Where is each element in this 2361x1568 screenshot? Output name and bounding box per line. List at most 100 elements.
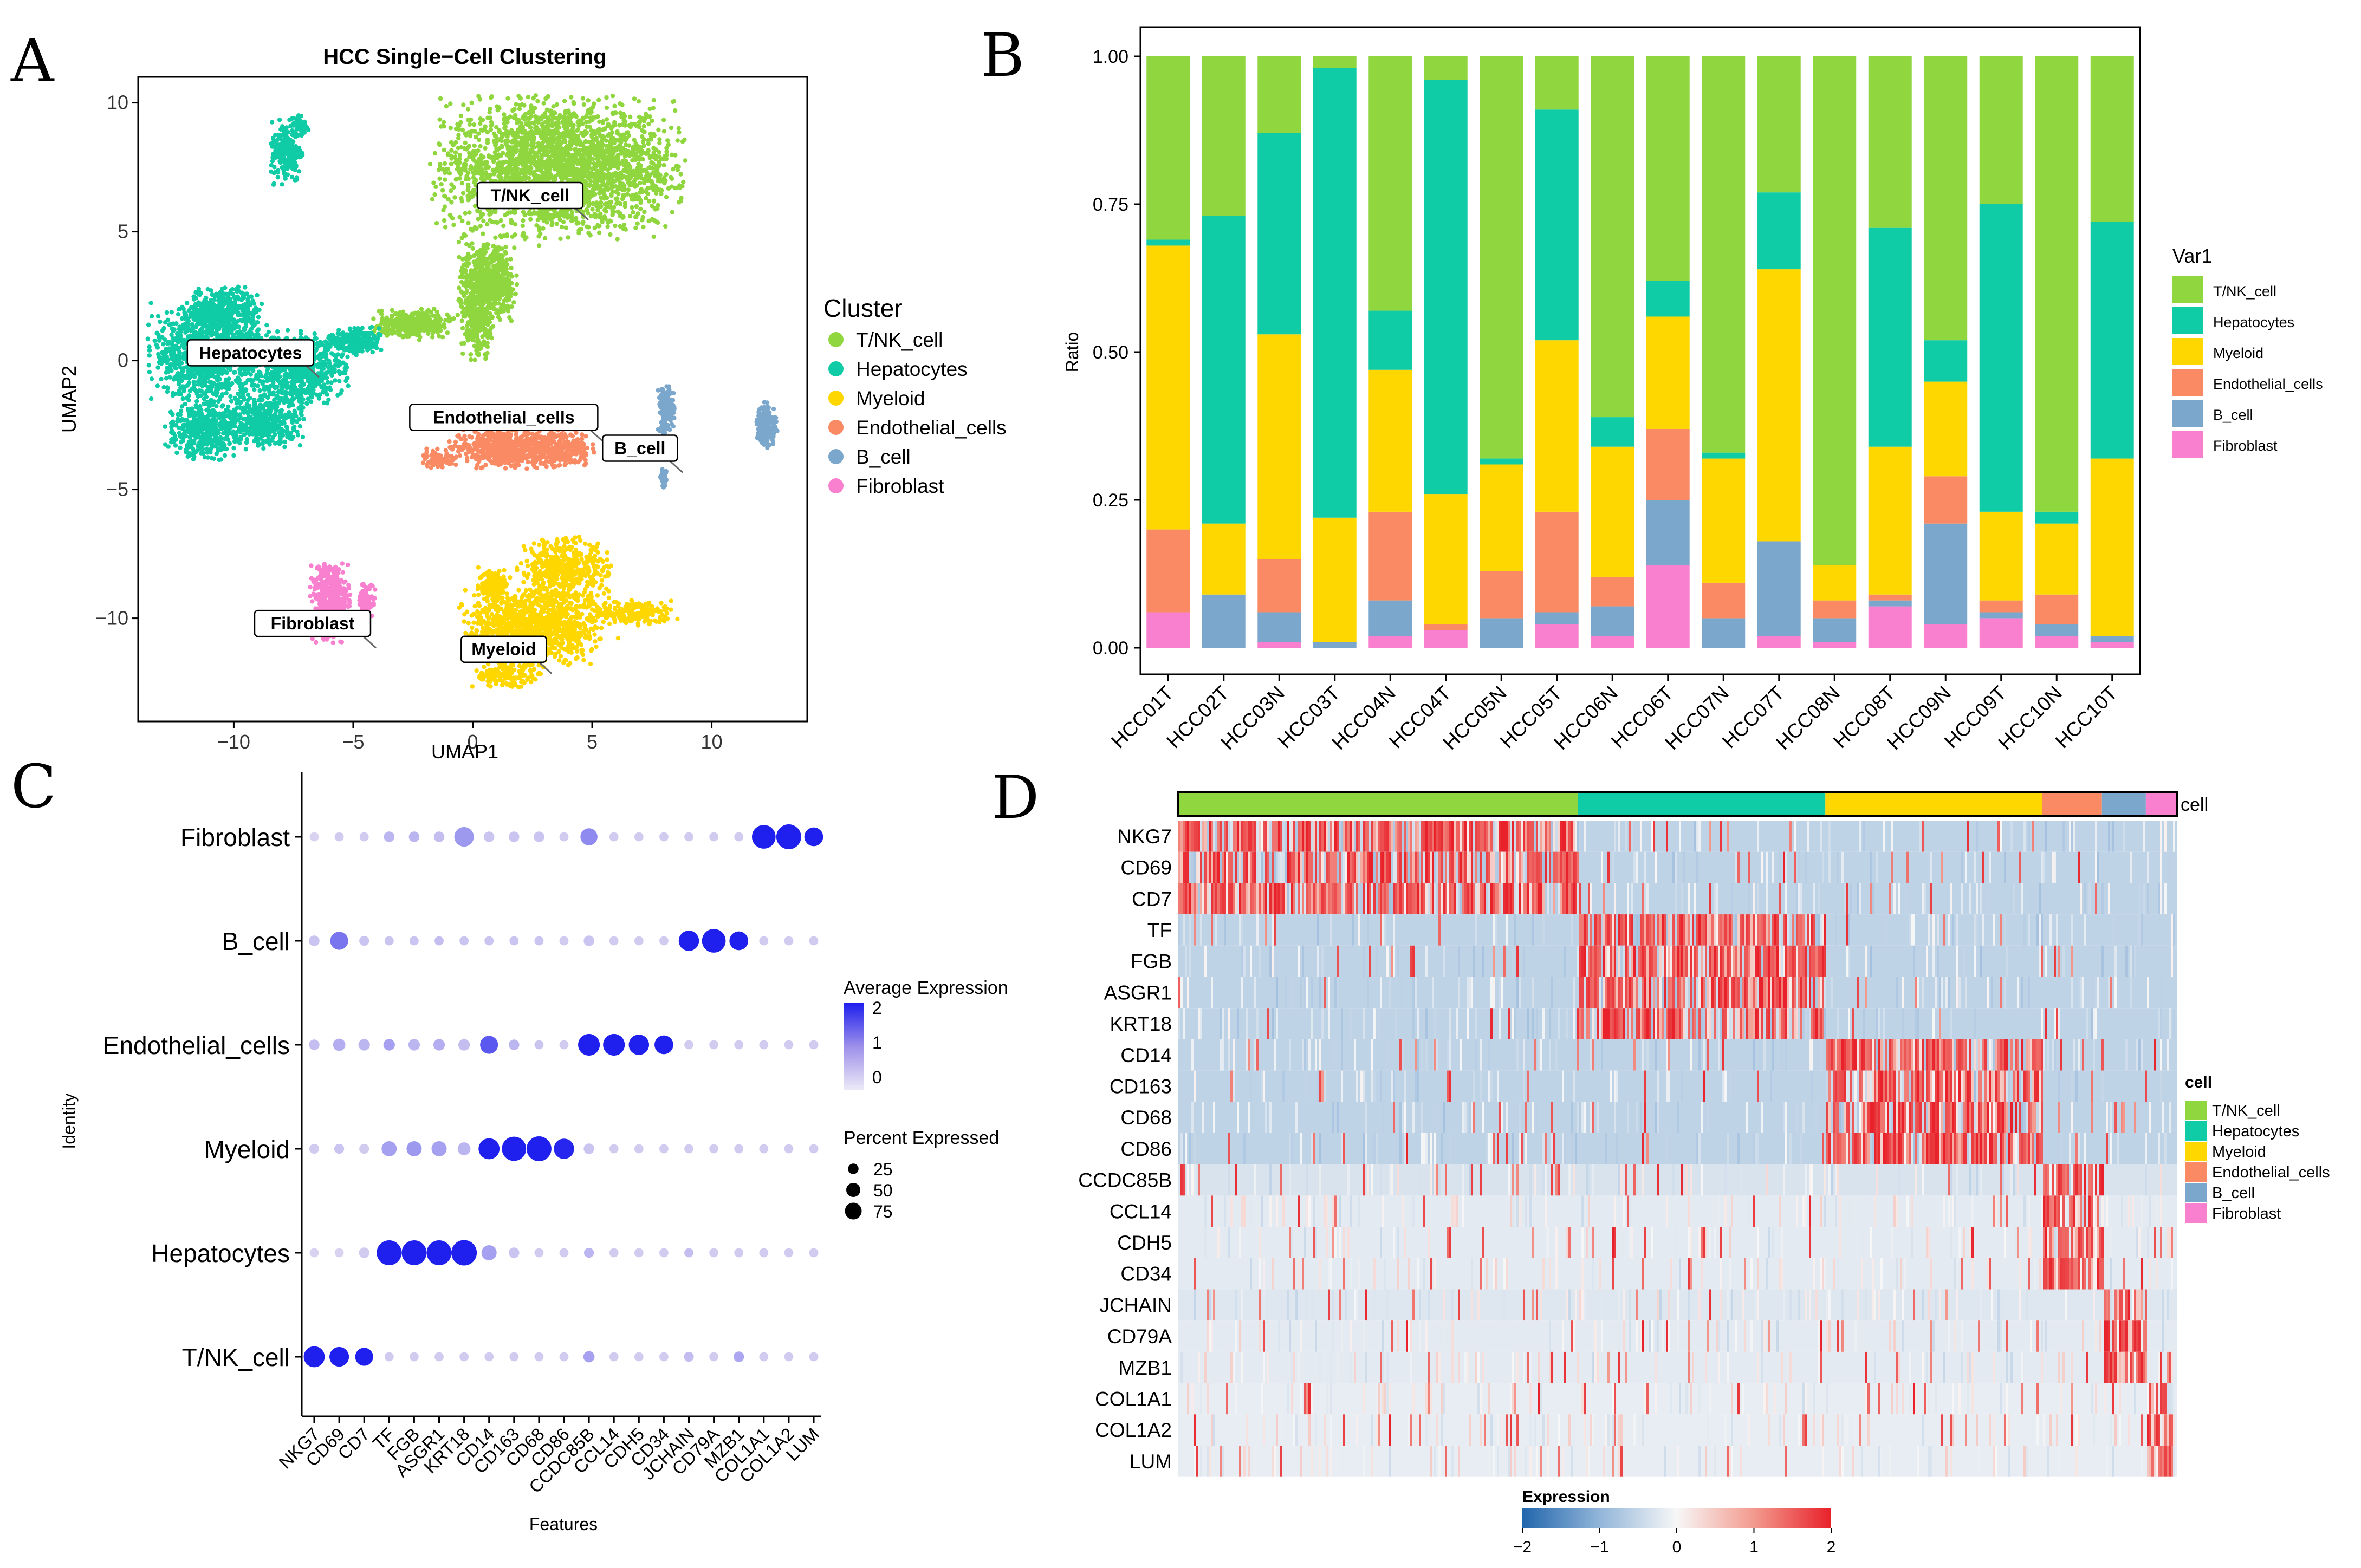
umap-point (524, 146, 529, 151)
umap-point (621, 158, 627, 163)
umap-point (533, 172, 538, 177)
umap-point (436, 167, 442, 172)
umap-point (442, 147, 446, 153)
umap-point (471, 328, 476, 333)
umap-point (601, 127, 606, 132)
umap-point (496, 291, 502, 296)
umap-point (158, 356, 163, 361)
umap-point (472, 334, 477, 339)
umap-point (536, 120, 541, 125)
umap-point (621, 223, 627, 227)
umap-point (467, 305, 472, 311)
umap-point (490, 324, 496, 329)
umap-point (475, 250, 479, 255)
umap-point (498, 153, 503, 159)
umap-point (563, 109, 568, 114)
umap-point (656, 174, 661, 179)
umap-point (449, 140, 454, 145)
umap-point (634, 175, 639, 180)
umap-point (494, 125, 499, 130)
umap-point (573, 217, 579, 222)
umap-point (259, 301, 264, 307)
umap-point (180, 396, 185, 401)
umap-point (580, 96, 586, 101)
umap-point (550, 213, 555, 218)
umap-point (465, 187, 470, 193)
umap-point (453, 160, 458, 165)
umap-point (536, 243, 542, 248)
umap-point (532, 145, 537, 150)
umap-point (436, 141, 442, 146)
umap-point (537, 210, 542, 214)
umap-point (614, 201, 619, 206)
umap-point (517, 106, 522, 112)
umap-point (549, 223, 554, 227)
umap-point (527, 210, 532, 214)
umap-point (566, 170, 571, 175)
umap-point (606, 220, 611, 225)
umap-point (443, 225, 448, 230)
umap-point (196, 331, 201, 336)
umap-point (588, 233, 593, 238)
umap-point (181, 356, 186, 361)
umap-point (601, 172, 607, 177)
umap-point (622, 204, 628, 209)
umap-point (541, 218, 546, 223)
umap-point (566, 151, 571, 156)
umap-point (470, 188, 476, 193)
umap-point (646, 121, 651, 127)
umap-point (472, 272, 477, 277)
umap-point (463, 140, 468, 145)
umap-point (677, 200, 682, 205)
umap-point (437, 176, 442, 181)
umap-point (518, 96, 523, 101)
umap-point (608, 232, 613, 237)
umap-point (382, 326, 387, 331)
umap-point (600, 154, 605, 159)
umap-point (518, 127, 523, 133)
umap-point (432, 151, 438, 156)
umap-point (228, 394, 233, 399)
umap-point (495, 108, 500, 113)
umap-point (431, 313, 436, 318)
umap-point (484, 163, 489, 168)
umap-point (533, 93, 538, 98)
umap-point (571, 131, 576, 136)
umap-point (491, 244, 496, 249)
umap-point (238, 384, 243, 389)
umap-point (433, 184, 438, 190)
umap-point (206, 326, 211, 331)
umap-point (478, 224, 483, 229)
umap-point (481, 172, 486, 177)
umap-point (425, 328, 431, 333)
umap-point (473, 284, 478, 289)
umap-point (602, 202, 608, 207)
umap-point (531, 135, 536, 140)
umap-title: HCC Single−Cell Clustering (323, 45, 606, 69)
umap-point (586, 175, 591, 180)
umap-point (184, 313, 189, 317)
umap-point (484, 265, 490, 271)
umap-point (630, 205, 634, 210)
umap-point (179, 316, 185, 321)
umap-point (609, 177, 615, 182)
umap-point (602, 163, 607, 168)
umap-point (430, 330, 436, 335)
umap-point (491, 275, 496, 280)
umap-point (509, 274, 515, 279)
umap-point (585, 190, 590, 195)
umap-point (579, 121, 584, 126)
umap-point (207, 380, 212, 385)
umap-point (442, 218, 447, 223)
umap-point (460, 265, 465, 270)
umap-point (439, 182, 444, 187)
umap-point (546, 127, 551, 132)
umap-point (242, 387, 247, 392)
umap-point (497, 268, 502, 272)
umap-point (501, 298, 507, 303)
umap-point (149, 376, 154, 381)
umap-point (470, 246, 475, 251)
umap-point (631, 197, 635, 202)
umap-point (194, 389, 199, 394)
umap-point (186, 398, 191, 403)
